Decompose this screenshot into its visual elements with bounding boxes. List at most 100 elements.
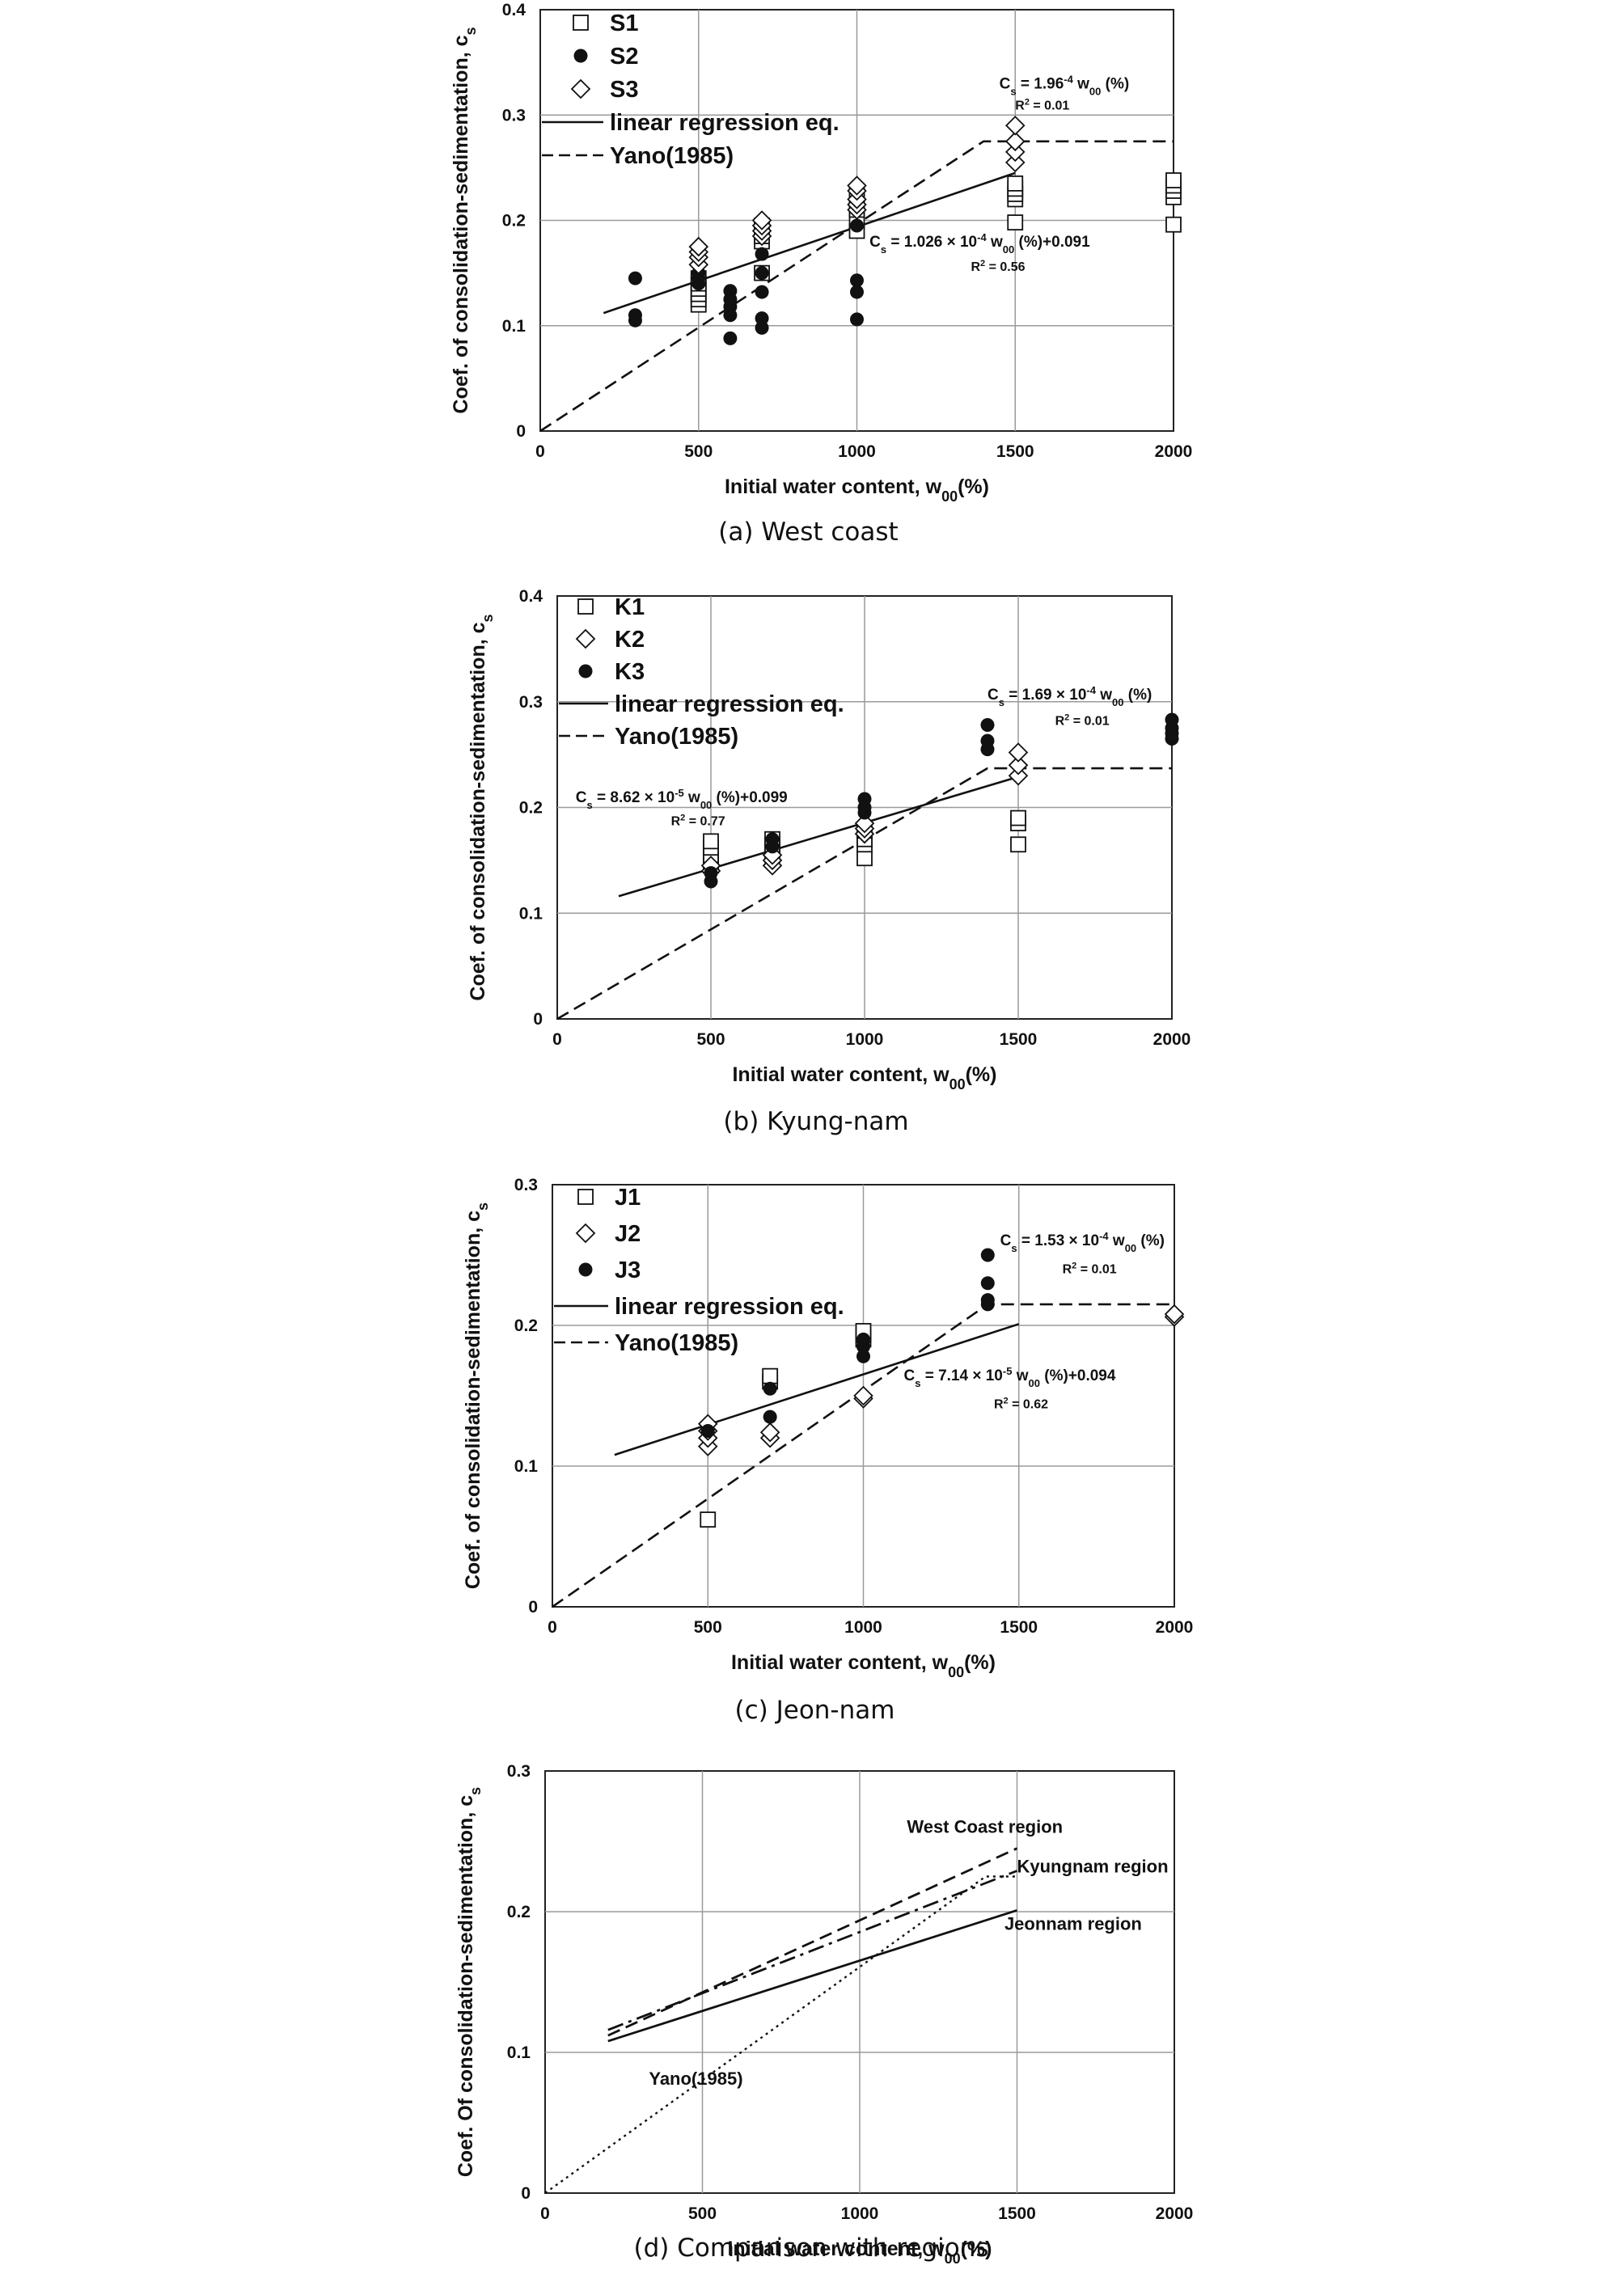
legend-label: K3: [615, 659, 645, 685]
data-point-J3: [763, 1409, 777, 1424]
data-point-K3: [1165, 712, 1179, 727]
y-tick-label: 0.3: [502, 106, 526, 125]
x-tick-label: 0: [552, 1030, 562, 1049]
legend-label: J2: [615, 1221, 641, 1247]
data-point-J2: [853, 1385, 873, 1406]
legend-marker: [573, 49, 588, 63]
regression-line: [603, 171, 1016, 315]
legend-label: S1: [610, 11, 638, 36]
regression-line: [618, 776, 1019, 898]
legend-marker: [573, 15, 589, 31]
data-point-S2: [850, 285, 864, 299]
data-point-J2: [1164, 1304, 1185, 1325]
x-tick-label: 2000: [1156, 1618, 1194, 1637]
y-tick-label: 0: [533, 1010, 543, 1029]
x-tick-label: 500: [684, 442, 713, 461]
data-point-K2: [854, 813, 875, 834]
data-point-J3: [700, 1424, 715, 1438]
series-label: West Coast region: [907, 1817, 1063, 1837]
y-axis-label: Coef. Of consolidation-sedimentation, cs: [455, 1787, 484, 2177]
data-point-S1: [1165, 216, 1182, 233]
x-tick-label: 0: [548, 1618, 557, 1637]
x-tick-label: 1000: [838, 442, 876, 461]
x-tick-label: 500: [696, 1030, 725, 1049]
y-axis-label: Coef. of consolidation-sedimentation, cs: [450, 27, 479, 413]
legend-label: S3: [610, 77, 638, 103]
r-squared-annotation: R2 = 0.01: [1015, 98, 1069, 113]
data-point-S2: [691, 277, 706, 291]
y-tick-label: 0.3: [507, 1762, 531, 1781]
data-point-S2: [755, 266, 769, 281]
r-squared-annotation: R2 = 0.56: [971, 259, 1025, 274]
y-tick-label: 0.3: [519, 693, 543, 712]
legend-marker: [578, 664, 593, 678]
data-point-J1: [762, 1367, 779, 1384]
y-tick-label: 0.1: [514, 1457, 539, 1476]
data-point-J3: [856, 1349, 870, 1363]
legend-label: Yano(1985): [615, 1330, 738, 1356]
legend-label: K1: [615, 594, 645, 620]
r-squared-annotation: R2 = 0.62: [994, 1397, 1048, 1412]
data-point-J3: [856, 1332, 870, 1346]
legend-marker: [570, 78, 591, 99]
x-tick-label: 1000: [841, 2204, 879, 2223]
x-axis-label: Initial water content, w00(%): [731, 1651, 996, 1680]
series-K3: [704, 712, 1179, 889]
data-point-K3: [857, 792, 872, 806]
panel-caption: (c) Jeon-nam: [735, 1696, 895, 1725]
chart-panel-3: 0 500 1000 1500 2000 0 0.1 0.2 0.3 Initial water …: [462, 1176, 1193, 1725]
legend-label: S2: [610, 44, 638, 70]
data-point-S2: [723, 308, 738, 323]
data-point-J3: [980, 1276, 995, 1291]
data-point-S3: [847, 175, 867, 196]
data-point-S2: [755, 311, 769, 326]
series-line-kyungnam-region: [607, 1870, 1018, 2031]
y-tick-label: 0.2: [519, 799, 543, 818]
data-point-S3: [1004, 131, 1026, 152]
x-tick-label: 1000: [844, 1618, 882, 1637]
series-J3: [700, 1248, 995, 1438]
y-tick-label: 0: [528, 1598, 538, 1617]
y-tick-label: 0: [521, 2184, 531, 2203]
y-tick-label: 0.2: [502, 212, 526, 230]
data-point-S2: [850, 218, 864, 233]
x-tick-label: 2000: [1155, 442, 1193, 461]
chart-panel-4: 0 500 1000 1500 2000 0 0.1 0.2 0.3 Initial water …: [455, 1762, 1193, 2267]
y-axis-label: Coef. of consolidation-sedimentation, cs: [467, 614, 496, 1000]
data-point-S2: [628, 313, 642, 328]
legend-label: J3: [615, 1257, 641, 1283]
data-point-S1: [1007, 214, 1024, 231]
data-point-J1: [700, 1511, 717, 1528]
equation-annotation: Cs = 1.53 × 10-4 w00 (%): [1000, 1229, 1165, 1253]
x-tick-label: 1500: [1000, 1030, 1038, 1049]
data-point-J3: [980, 1293, 995, 1308]
legend-label: Yano(1985): [615, 724, 738, 750]
yano-1985-line: [556, 767, 1172, 1021]
data-point-S3: [751, 210, 772, 230]
yano-1985-line: [539, 140, 1174, 433]
series-line-yano-1985-: [544, 1875, 1017, 2194]
x-tick-label: 500: [688, 2204, 717, 2223]
data-point-S2: [755, 247, 769, 261]
data-point-S3: [688, 236, 709, 257]
data-point-S2: [628, 271, 642, 285]
series-label: Jeonnam region: [1004, 1914, 1142, 1934]
data-point-J2: [759, 1422, 780, 1443]
legend-label: linear regression eq.: [615, 1294, 844, 1320]
x-tick-label: 1500: [996, 442, 1034, 461]
legend-label: linear regression eq.: [610, 110, 839, 136]
panel-caption: (a) West coast: [718, 518, 898, 547]
y-tick-label: 0.4: [502, 1, 527, 19]
data-point-S1: [1165, 172, 1182, 188]
r-squared-annotation: R2 = 0.01: [1063, 1262, 1117, 1277]
equation-annotation: Cs = 1.96-4 w00 (%): [1000, 73, 1130, 97]
x-tick-label: 1500: [998, 2204, 1036, 2223]
data-point-K2: [1008, 754, 1029, 776]
x-tick-label: 1500: [1000, 1618, 1038, 1637]
legend-marker: [577, 1189, 594, 1205]
data-point-K1: [1010, 809, 1026, 826]
r-squared-annotation: R2 = 0.77: [671, 814, 725, 829]
regression-line: [614, 1323, 1020, 1456]
legend-label: linear regression eq.: [615, 691, 844, 717]
legend-label: Yano(1985): [610, 143, 734, 169]
